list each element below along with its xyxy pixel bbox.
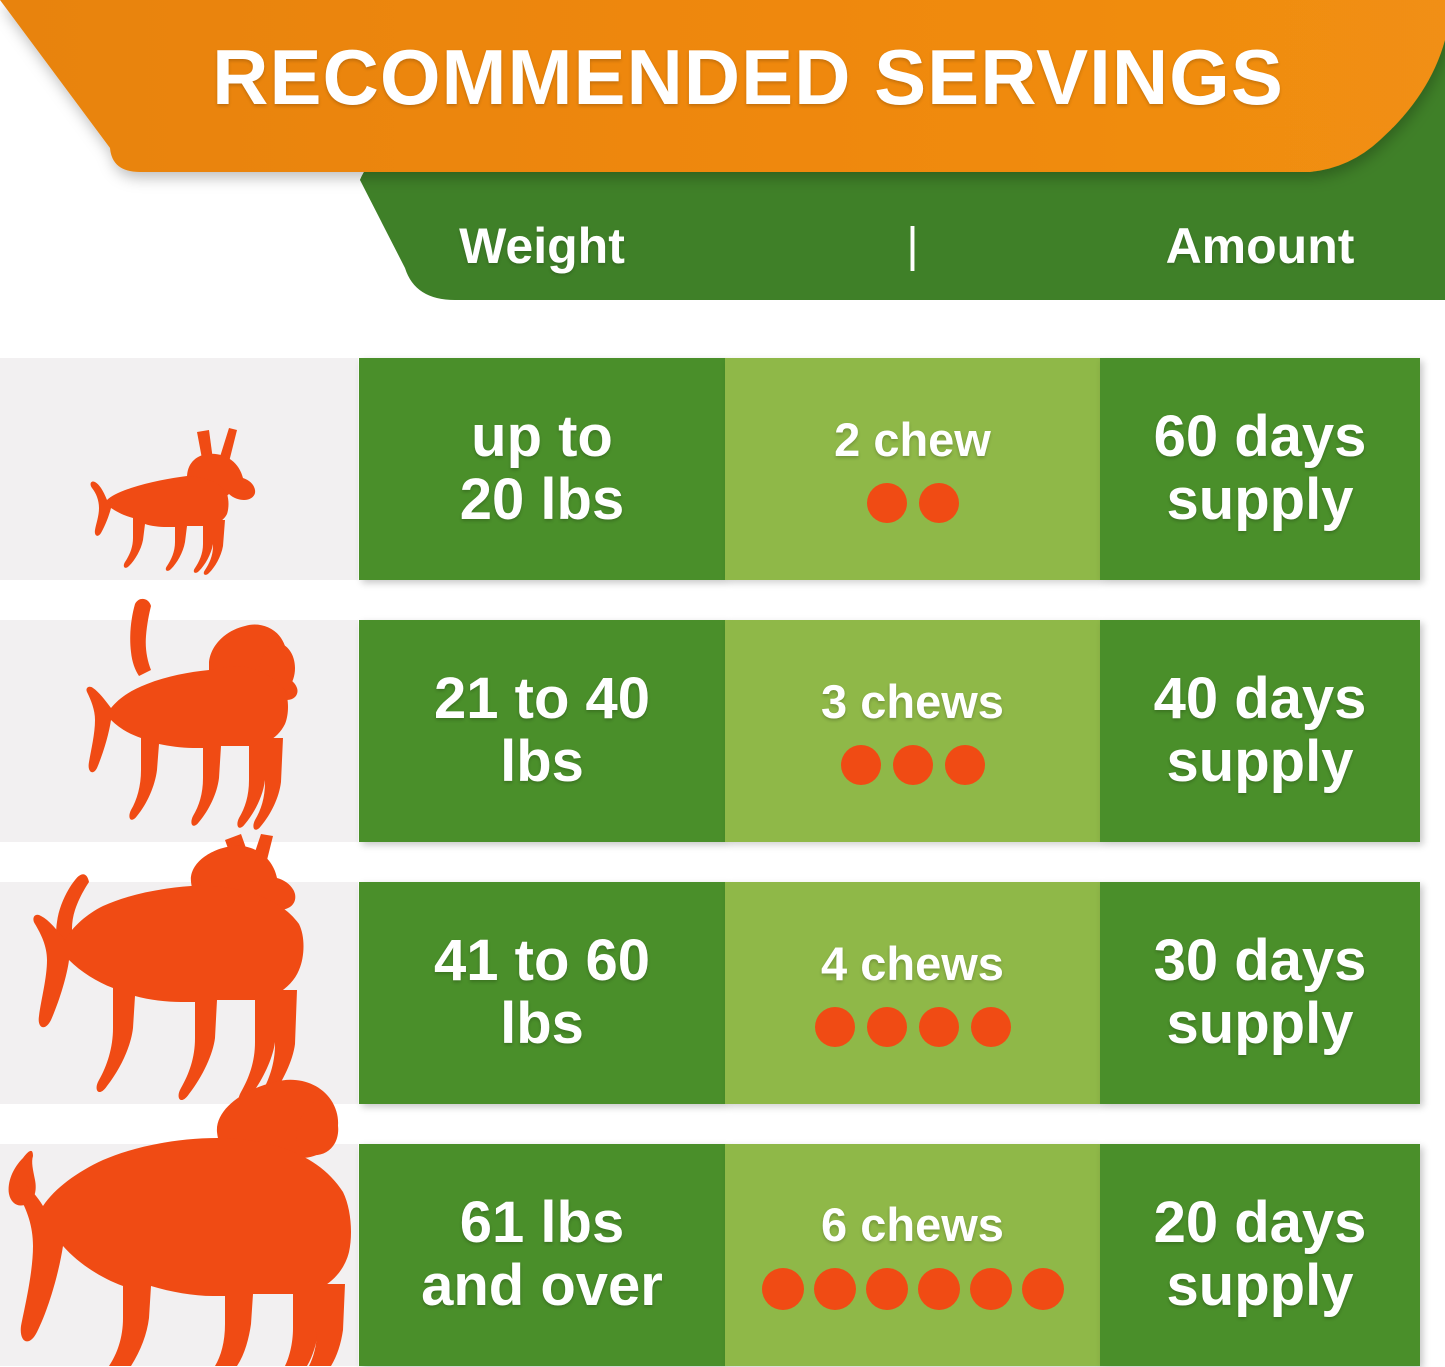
chew-dot	[969, 1267, 1012, 1310]
table-row: 21 to 40 lbs 3 chews 40 days supply	[0, 598, 1445, 842]
weight-line-1: 61 lbs	[459, 1190, 625, 1256]
chew-dot	[840, 744, 881, 785]
medium-dog-icon	[86, 598, 298, 830]
amount-text: 20 days supply	[1148, 1192, 1373, 1317]
chew-dot	[813, 1267, 856, 1310]
weight-text: 41 to 60 lbs	[424, 930, 660, 1055]
chew-dot	[918, 482, 959, 523]
amount-line-2: supply	[1166, 729, 1354, 794]
dog-icon-holder	[0, 774, 358, 1104]
xlarge-dog-icon	[8, 1079, 351, 1366]
amount-line-1: 20 days	[1153, 1190, 1367, 1256]
chews-label: 3 chews	[821, 674, 1004, 728]
dog-icon-holder	[0, 250, 358, 580]
amount-cell: 40 days supply	[1100, 620, 1420, 842]
column-header-separator: |	[906, 219, 919, 272]
amount-line-2: supply	[1166, 991, 1354, 1056]
weight-cell: 41 to 60 lbs	[359, 882, 725, 1104]
weight-cell: 61 lbs and over	[359, 1144, 725, 1366]
chews-cell: 3 chews	[725, 620, 1100, 842]
column-header-amount: Amount	[1165, 218, 1355, 274]
small-dog-icon	[90, 428, 256, 575]
weight-cell: up to 20 lbs	[359, 358, 725, 580]
chew-dot	[761, 1267, 804, 1310]
table-header-row: Weight | Amount	[0, 196, 1445, 296]
dog-icon-holder	[0, 1036, 358, 1366]
chew-dot	[970, 1006, 1011, 1047]
table-row: up to 20 lbs 2 chew 60 days supply	[0, 358, 1445, 580]
weight-line-2: 20 lbs	[459, 467, 625, 532]
chew-dots	[840, 744, 985, 785]
large-dog-icon	[33, 834, 304, 1104]
chew-dot	[944, 744, 985, 785]
weight-text: 61 lbs and over	[411, 1192, 673, 1317]
weight-line-2: lbs	[500, 729, 584, 794]
dog-size-cell	[0, 598, 358, 842]
amount-line-2: supply	[1166, 1253, 1354, 1318]
amount-line-2: supply	[1166, 467, 1354, 532]
chew-dot	[866, 482, 907, 523]
chew-dot	[917, 1267, 960, 1310]
weight-cell: 21 to 40 lbs	[359, 620, 725, 842]
chew-dot	[866, 1006, 907, 1047]
amount-cell: 30 days supply	[1100, 882, 1420, 1104]
amount-text: 60 days supply	[1148, 406, 1373, 531]
weight-text: up to 20 lbs	[450, 406, 634, 531]
amount-line-1: 40 days	[1153, 666, 1367, 732]
amount-cell: 20 days supply	[1100, 1144, 1420, 1366]
chew-dots	[814, 1006, 1011, 1047]
chew-dots	[866, 482, 959, 523]
chews-cell: 6 chews	[725, 1144, 1100, 1366]
page-title: RECOMMENDED SERVINGS	[212, 33, 1284, 121]
weight-line-1: 21 to 40	[434, 666, 650, 732]
weight-line-1: 41 to 60	[434, 928, 650, 994]
weight-line-2: and over	[421, 1253, 663, 1318]
amount-line-1: 60 days	[1153, 404, 1367, 470]
chews-label: 6 chews	[821, 1197, 1004, 1251]
chew-dot	[1021, 1267, 1064, 1310]
chew-dot	[892, 744, 933, 785]
chews-cell: 2 chew	[725, 358, 1100, 580]
chews-cell: 4 chews	[725, 882, 1100, 1104]
table-row: 41 to 60 lbs 4 chews 30 days supply	[0, 834, 1445, 1104]
servings-table-body: up to 20 lbs 2 chew 60 days supply	[0, 358, 1445, 1367]
dog-size-cell	[0, 1079, 358, 1366]
weight-line-1: up to	[471, 404, 613, 470]
column-header-weight: Weight	[459, 218, 625, 274]
weight-line-2: lbs	[500, 991, 584, 1056]
dog-icon-holder	[0, 512, 358, 842]
amount-text: 30 days supply	[1148, 930, 1373, 1055]
chew-dots	[761, 1267, 1064, 1310]
dog-size-cell	[0, 358, 358, 580]
amount-line-1: 30 days	[1153, 928, 1367, 994]
amount-cell: 60 days supply	[1100, 358, 1420, 580]
header-orange-banner-shape	[0, 0, 1445, 172]
chews-label: 4 chews	[821, 936, 1004, 990]
header: RECOMMENDED SERVINGS Weight | Amount	[0, 0, 1445, 320]
weight-text: 21 to 40 lbs	[424, 668, 660, 793]
table-row: 61 lbs and over 6 chews 20 days supply	[0, 1079, 1445, 1366]
amount-text: 40 days supply	[1148, 668, 1373, 793]
chews-label: 2 chew	[834, 412, 991, 466]
chew-dot	[865, 1267, 908, 1310]
chew-dot	[918, 1006, 959, 1047]
chew-dot	[814, 1006, 855, 1047]
dog-size-cell	[0, 834, 358, 1104]
